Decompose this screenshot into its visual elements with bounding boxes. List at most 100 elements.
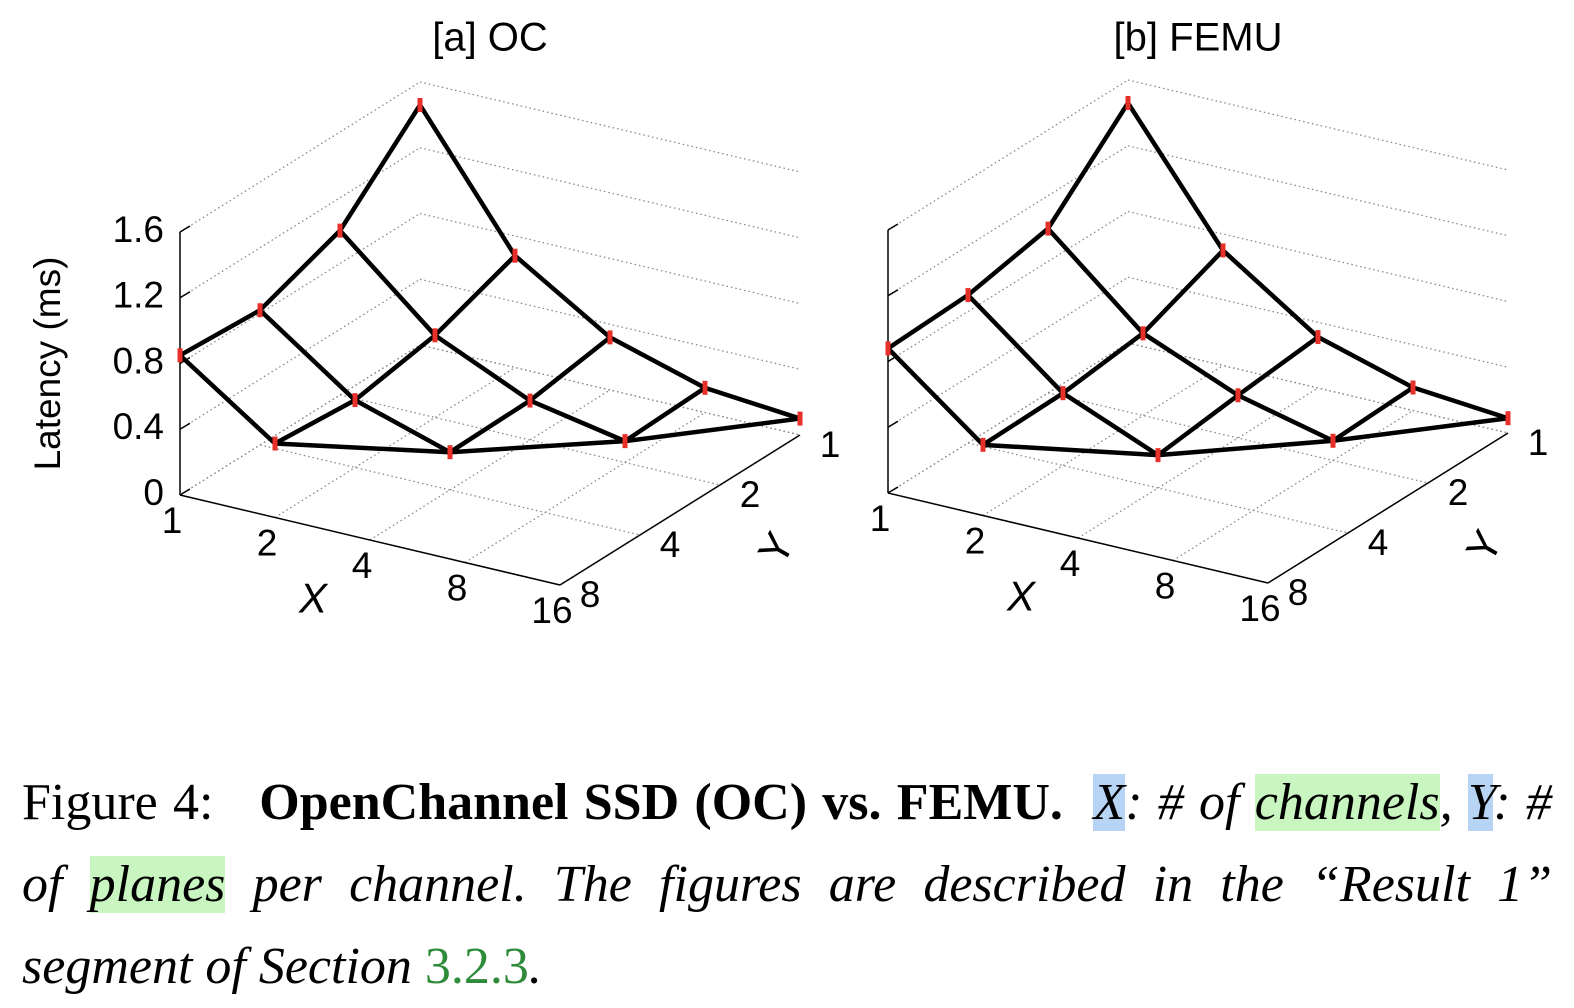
wall-grid-line	[419, 147, 801, 239]
y-tick-label: 1	[1528, 422, 1549, 463]
z-tick-label: 0	[143, 472, 164, 513]
wall-grid-line	[419, 278, 801, 370]
x-tick-label: 4	[352, 545, 373, 586]
z-tick-label: 0.4	[113, 406, 164, 447]
y-axis	[559, 434, 801, 586]
x-tick-label: 1	[162, 500, 183, 541]
wall-grid-line	[419, 344, 801, 436]
x-tick-label: 2	[965, 520, 986, 561]
wall-grid-line	[1127, 276, 1509, 368]
y-tick-label: 4	[1368, 522, 1389, 563]
floor-grid-line	[339, 394, 721, 486]
z-tick	[179, 422, 191, 430]
z-tick-label: 0.8	[113, 340, 164, 381]
caption-text: : # of	[1125, 774, 1255, 831]
z-tick	[887, 486, 899, 494]
z-tick	[887, 223, 899, 231]
mesh-line	[177, 307, 263, 358]
wall-grid-line	[1127, 210, 1509, 303]
wall-grid-line	[887, 276, 1129, 428]
mesh-line	[337, 228, 438, 338]
mesh-line	[1330, 415, 1511, 444]
wall-grid-line	[179, 344, 421, 496]
mesh-line	[352, 333, 438, 403]
z-tick	[179, 488, 191, 496]
mesh-line	[1045, 226, 1146, 336]
mesh-line	[622, 385, 708, 444]
x-axis-label: X	[1006, 573, 1037, 620]
wall-grid-line	[887, 342, 1129, 494]
floor-grid-line	[259, 444, 641, 536]
y-axis-label: Y	[749, 524, 804, 572]
mesh-line	[1060, 390, 1161, 458]
mesh-line	[885, 346, 986, 448]
x-tick-label: 8	[447, 567, 468, 608]
mesh-line	[1045, 100, 1131, 231]
floor-grid-line	[982, 364, 1224, 517]
z-tick	[887, 289, 899, 297]
mesh-line	[1410, 385, 1511, 421]
y-axis-label: Y	[1457, 522, 1512, 570]
x-axis-label: X	[298, 575, 329, 622]
floor-grid-line	[1077, 387, 1319, 539]
y-tick-label: 2	[1448, 472, 1469, 513]
x-axis	[887, 492, 1269, 584]
mesh-line	[965, 292, 1066, 396]
floor-grid-line	[1047, 392, 1429, 484]
mesh-line	[1060, 331, 1146, 396]
caption-text: Y	[1467, 774, 1494, 831]
floor-grid-line	[274, 366, 516, 519]
panel-title: [b] FEMU	[1114, 16, 1283, 60]
mesh-line	[512, 253, 613, 340]
floor-grid-line	[967, 442, 1349, 534]
mesh-line	[1155, 393, 1241, 458]
mesh-line	[417, 102, 518, 258]
mesh-line	[702, 385, 803, 421]
panel-title: [a] OC	[432, 16, 548, 60]
caption-text: per channel. The figures are described i…	[22, 856, 1553, 995]
mesh-line	[885, 292, 971, 351]
y-tick-label: 1	[820, 424, 841, 465]
mesh-line	[257, 307, 358, 403]
caption-label: Figure 4:	[22, 774, 214, 831]
y-tick-label: 4	[660, 524, 681, 565]
z-tick	[179, 225, 191, 233]
mesh-line	[447, 398, 533, 455]
wall-grid-line	[1127, 79, 1509, 171]
mesh-line	[980, 442, 1161, 458]
mesh-line	[432, 253, 518, 338]
z-tick	[887, 420, 899, 428]
caption-text: ,	[1439, 774, 1468, 831]
floor-grid-line	[887, 342, 1129, 494]
mesh-line	[257, 228, 343, 313]
mesh-line	[980, 390, 1066, 448]
mesh-line	[527, 398, 628, 444]
caption-title: OpenChannel SSD (OC) vs. FEMU.	[259, 774, 1063, 831]
wall-grid-line	[179, 147, 421, 299]
y-tick-label: 8	[580, 574, 601, 615]
mesh-line	[1125, 100, 1226, 253]
mesh-line	[1235, 393, 1336, 444]
z-tick	[179, 291, 191, 299]
mesh-line	[607, 335, 708, 391]
mesh-line	[622, 416, 803, 444]
x-tick-label: 8	[1155, 565, 1176, 606]
mesh-line	[337, 102, 423, 233]
caption-text[interactable]: 3.2.3	[424, 938, 529, 995]
wall-grid-line	[887, 145, 1129, 297]
z-tick-label: 1.6	[113, 209, 164, 250]
mesh-line	[272, 441, 453, 455]
wall-grid-line	[179, 278, 421, 430]
wall-grid-line	[1127, 342, 1509, 434]
floor-grid-line	[369, 389, 611, 541]
mesh-line	[177, 353, 278, 446]
wall-grid-line	[179, 212, 421, 365]
mesh-line	[1140, 331, 1241, 398]
wall-grid-line	[419, 212, 801, 305]
mesh-line	[272, 397, 358, 446]
z-tick-label: 1.2	[113, 275, 164, 316]
mesh-line	[965, 226, 1051, 298]
mesh-line	[1235, 334, 1321, 398]
